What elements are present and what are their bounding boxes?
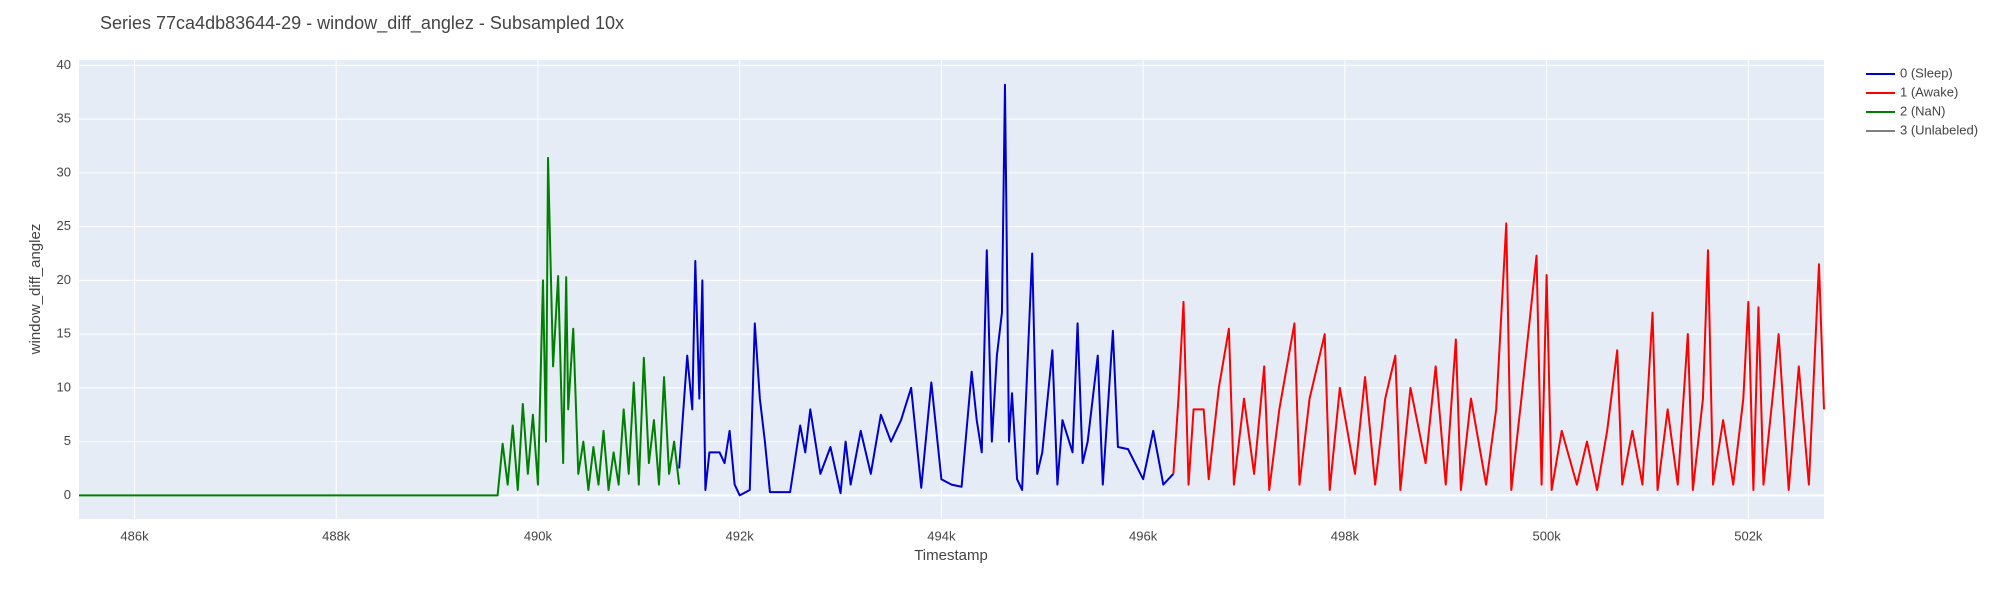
x-tick-label: 486k <box>120 528 149 543</box>
y-tick-label: 10 <box>57 379 71 394</box>
x-tick-label: 492k <box>726 528 755 543</box>
x-axis-label: Timestamp <box>914 547 988 564</box>
x-tick-label: 498k <box>1331 528 1360 543</box>
plot-area <box>79 60 1824 519</box>
chart-title: Series 77ca4db83644-29 - window_diff_ang… <box>100 13 624 34</box>
y-tick-label: 20 <box>57 272 71 287</box>
data-line <box>79 156 681 497</box>
y-tick-label: 0 <box>64 487 71 502</box>
x-tick-label: 496k <box>1129 528 1158 543</box>
legend: 0 (Sleep) 1 (Awake) 2 (NaN) 3 (Unlabeled) <box>1866 65 1978 137</box>
legend-label: 2 (NaN) <box>1900 103 1946 118</box>
y-tick-label: 35 <box>57 111 71 126</box>
y-tick-label: 15 <box>57 326 71 341</box>
legend-label: 3 (Unlabeled) <box>1900 122 1978 137</box>
legend-label: 1 (Awake) <box>1900 84 1958 99</box>
legend-label: 0 (Sleep) <box>1900 65 1953 80</box>
x-tick-label: 500k <box>1533 528 1562 543</box>
x-tick-label: 502k <box>1734 528 1763 543</box>
x-tick-label: 488k <box>322 528 351 543</box>
y-tick-label: 5 <box>64 433 71 448</box>
data-line <box>678 83 1175 497</box>
data-line <box>1172 222 1825 491</box>
y-tick-label: 30 <box>57 164 71 179</box>
x-tick-label: 494k <box>927 528 956 543</box>
x-tick-label: 490k <box>524 528 553 543</box>
y-tick-label: 40 <box>57 57 71 72</box>
y-axis-label: window_diff_anglez <box>27 224 44 356</box>
y-tick-label: 25 <box>57 218 71 233</box>
